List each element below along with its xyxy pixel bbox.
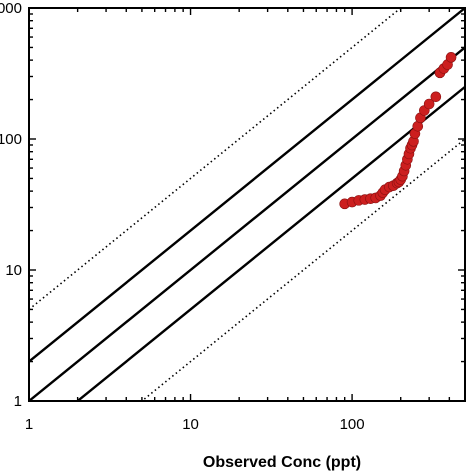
data-point	[423, 98, 435, 110]
reference-line-1-2	[75, 85, 465, 401]
x-tick-labels: 1 10 100	[25, 416, 365, 433]
reference-line-5-1	[29, 8, 402, 311]
y-tick-label: 10	[5, 262, 22, 279]
data-points	[339, 52, 457, 210]
data-point	[430, 91, 442, 103]
axis-ticks	[28, 7, 466, 402]
plot-frame	[28, 7, 466, 402]
reference-line-1-5	[140, 137, 465, 401]
x-tick-label: 100	[340, 416, 365, 433]
reference-line-1-1	[29, 45, 465, 401]
x-axis-title: Observed Conc (ppt)	[203, 454, 361, 471]
reference-lines	[29, 8, 465, 401]
y-tick-label: 1	[14, 393, 22, 410]
x-tick-label: 10	[182, 416, 199, 433]
data-point	[445, 52, 457, 63]
x-tick-label: 1	[25, 416, 33, 433]
reference-line-2-1	[29, 8, 465, 363]
y-tick-label: 100	[0, 131, 22, 148]
